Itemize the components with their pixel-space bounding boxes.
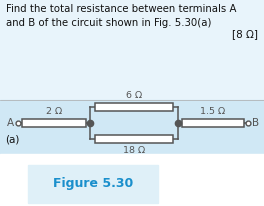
Text: 18 Ω: 18 Ω xyxy=(123,146,145,155)
Bar xyxy=(95,103,173,111)
Text: 6 Ω: 6 Ω xyxy=(126,91,142,100)
Text: Figure 5.30: Figure 5.30 xyxy=(53,178,133,191)
Bar xyxy=(0,100,264,154)
Bar xyxy=(95,135,173,143)
Text: Find the total resistance between terminals A
and B of the circuit shown in Fig.: Find the total resistance between termin… xyxy=(6,4,236,28)
Bar xyxy=(28,165,158,203)
Text: A: A xyxy=(7,118,14,128)
Text: 2 Ω: 2 Ω xyxy=(46,107,62,116)
Bar xyxy=(182,119,244,127)
Text: 1.5 Ω: 1.5 Ω xyxy=(200,107,226,116)
Text: B: B xyxy=(252,118,259,128)
Bar xyxy=(0,154,264,206)
Bar xyxy=(22,119,86,127)
Text: [8 Ω]: [8 Ω] xyxy=(232,29,258,39)
Text: (a): (a) xyxy=(5,134,19,144)
